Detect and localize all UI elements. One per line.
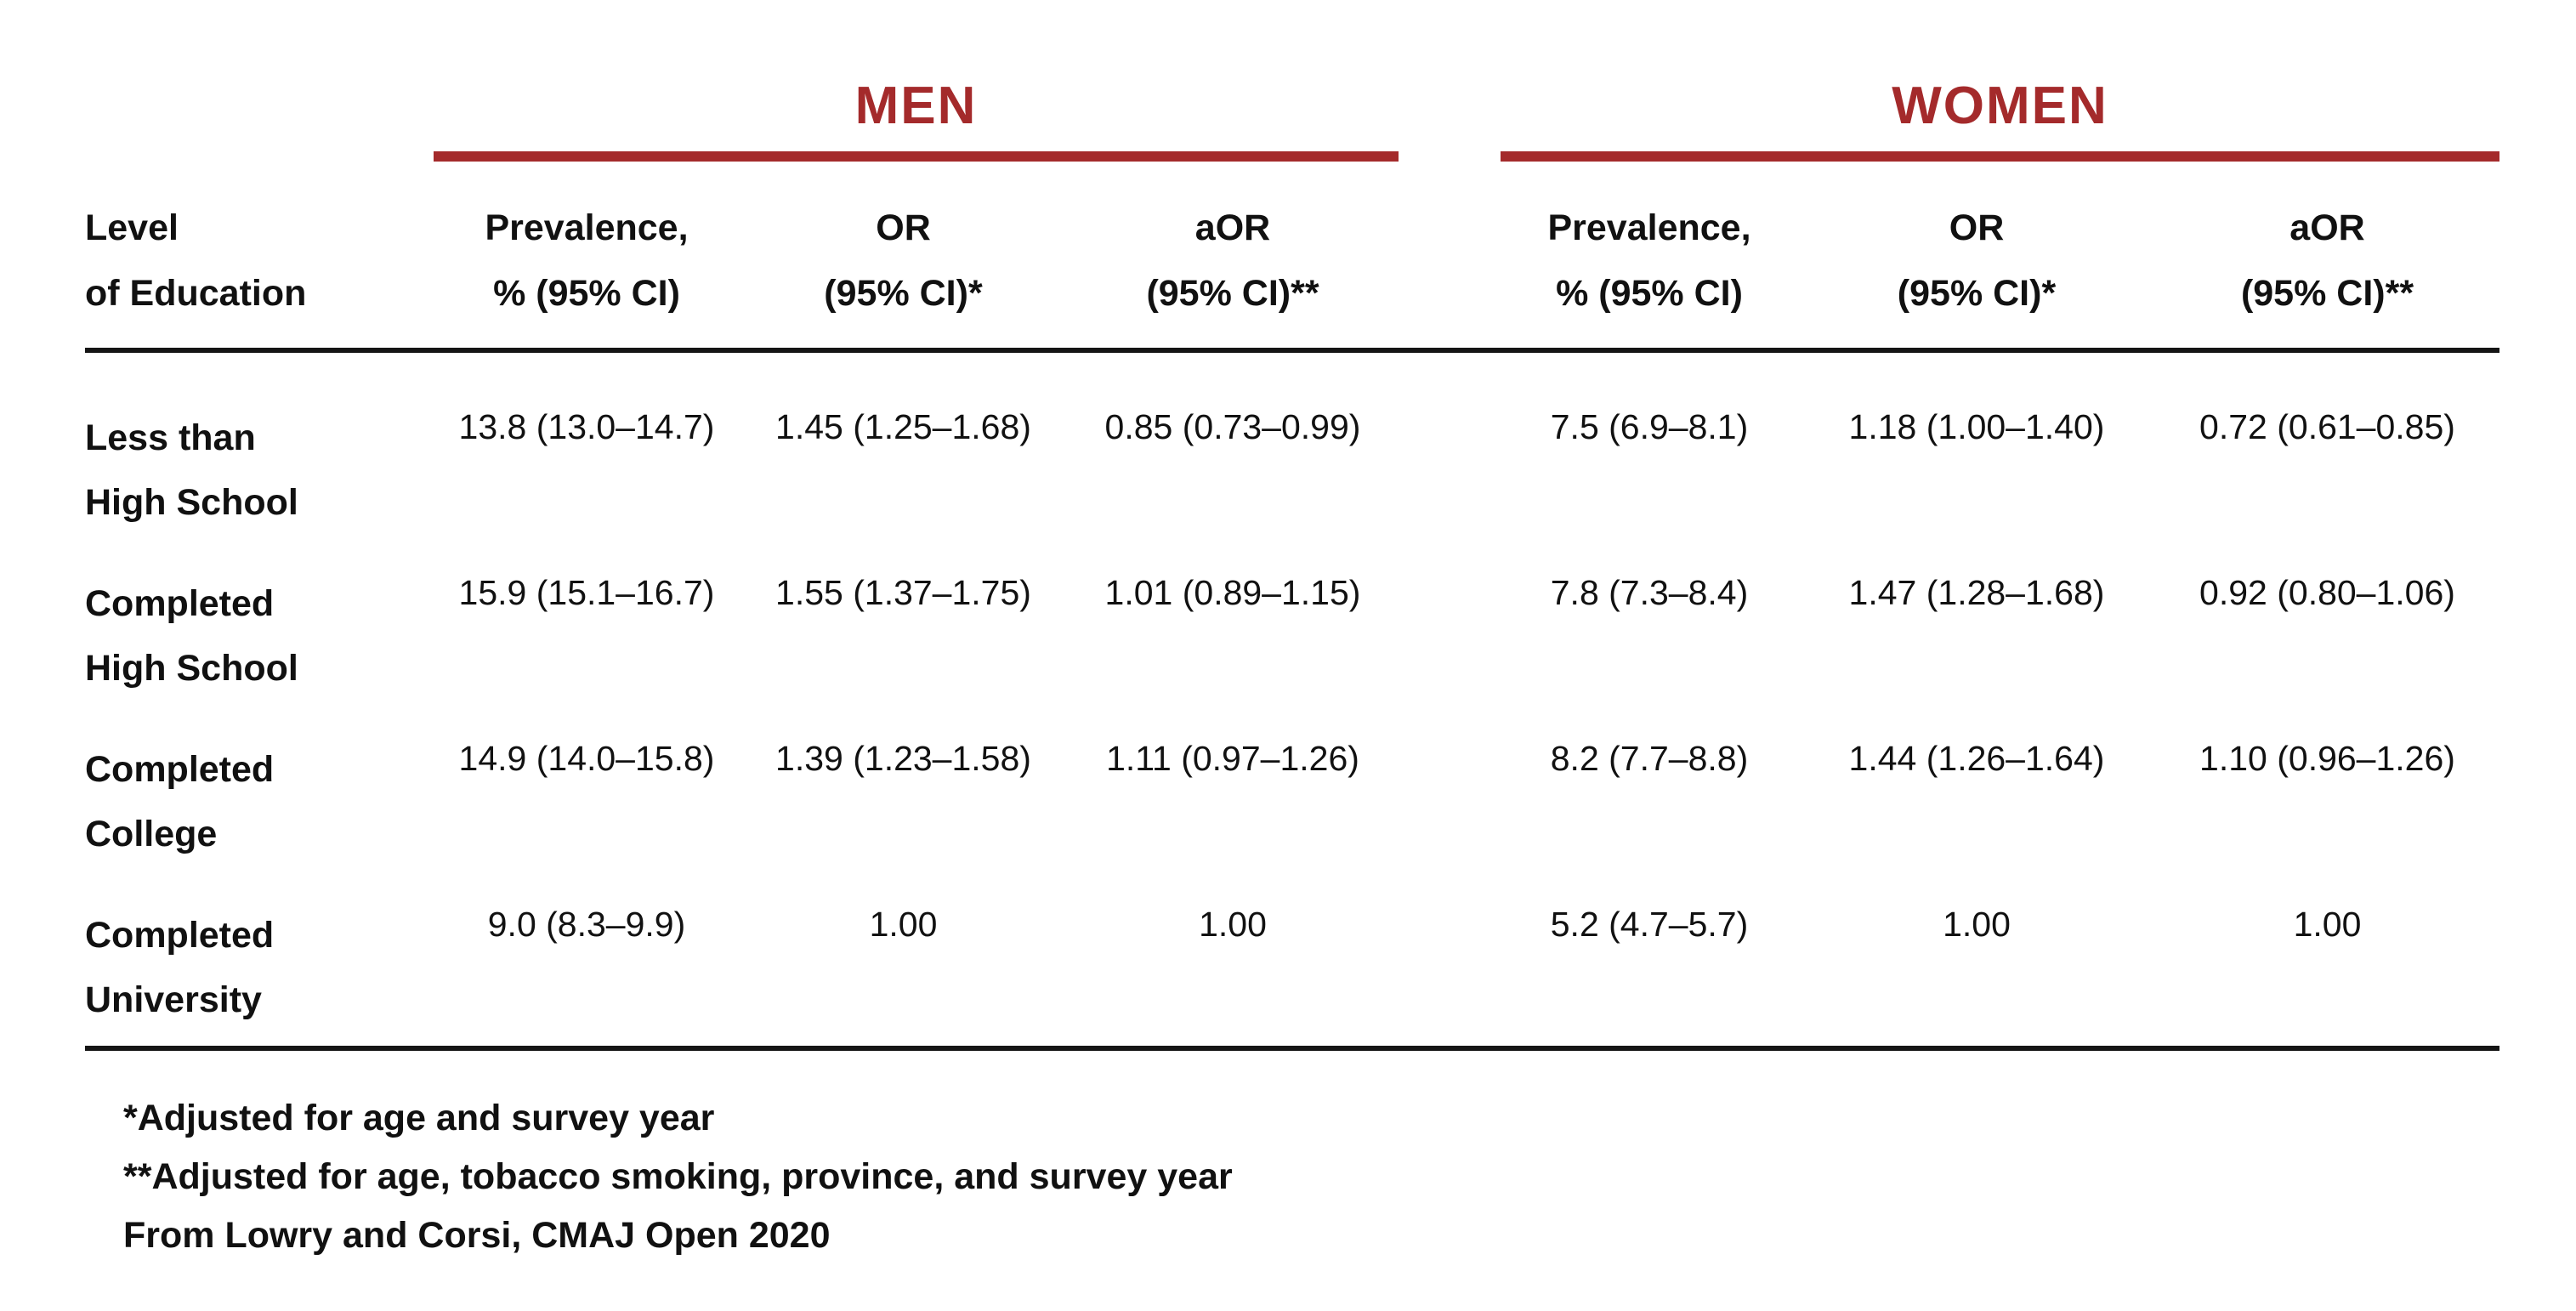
- cell-men-prevalence: 14.9 (14.0–15.8): [458, 739, 715, 778]
- cell-women-aor: 0.72 (0.61–0.85): [2199, 407, 2455, 446]
- table-row: Completed University 9.0 (8.3–9.9) 1.00 …: [85, 850, 2499, 1046]
- cell-men-prevalence: 13.8 (13.0–14.7): [458, 407, 715, 446]
- header-women-aor: aOR (95% CI)**: [2240, 207, 2414, 314]
- header-men-or: OR (95% CI)*: [824, 207, 983, 314]
- row-label-completed-college: Completed College: [85, 749, 275, 854]
- cell-men-or: 1.45 (1.25–1.68): [775, 407, 1031, 446]
- footnote-adjustment-2: **Adjusted for age, tobacco smoking, pro…: [123, 1156, 1233, 1197]
- footnote-source: From Lowry and Corsi, CMAJ Open 2020: [123, 1215, 831, 1256]
- cell-men-or: 1.00: [869, 905, 938, 944]
- group-header-women: WOMEN: [1501, 0, 2499, 162]
- cell-men-aor: 1.00: [1199, 905, 1267, 944]
- stub-header: Level of Education: [85, 196, 434, 326]
- header-men-prevalence: Prevalence, % (95% CI): [485, 207, 689, 314]
- cell-women-or: 1.47 (1.28–1.68): [1848, 573, 2105, 612]
- cell-men-aor: 1.01 (0.89–1.15): [1104, 573, 1361, 612]
- bottom-rule: [85, 1046, 2499, 1051]
- stub-header-line1: Level: [85, 207, 179, 248]
- cell-men-or: 1.55 (1.37–1.75): [775, 573, 1031, 612]
- footnote-adjustment-1: *Adjusted for age and survey year: [123, 1098, 715, 1138]
- group-header-row: MEN WOMEN: [85, 0, 2499, 162]
- cell-men-aor: 1.11 (0.97–1.26): [1106, 739, 1359, 778]
- group-label-women: WOMEN: [1892, 77, 2108, 135]
- table-row: Completed College 14.9 (14.0–15.8) 1.39 …: [85, 684, 2499, 854]
- stub-header-line2: of Education: [85, 273, 307, 314]
- table-row: Less than High School 13.8 (13.0–14.7) 1…: [85, 353, 2499, 523]
- cell-women-prevalence: 8.2 (7.7–8.8): [1550, 739, 1749, 778]
- cell-men-prevalence: 15.9 (15.1–16.7): [458, 573, 715, 612]
- education-cannabis-table: MEN WOMEN Level of Education Prevalence,…: [85, 0, 2499, 1265]
- cell-men-prevalence: 9.0 (8.3–9.9): [487, 905, 686, 944]
- cell-men-aor: 0.85 (0.73–0.99): [1104, 407, 1361, 446]
- cell-men-or: 1.39 (1.23–1.58): [775, 739, 1031, 778]
- cell-women-or: 1.44 (1.26–1.64): [1848, 739, 2105, 778]
- group-header-men: MEN: [434, 0, 1399, 162]
- cell-women-or: 1.00: [1943, 905, 2011, 944]
- table-row: Completed High School 15.9 (15.1–16.7) 1…: [85, 519, 2499, 689]
- cell-women-prevalence: 7.5 (6.9–8.1): [1550, 407, 1749, 446]
- header-women-or: OR (95% CI)*: [1897, 207, 2057, 314]
- cell-women-aor: 0.92 (0.80–1.06): [2199, 573, 2455, 612]
- footnotes: *Adjusted for age and survey year **Adju…: [85, 1089, 2499, 1265]
- cell-women-prevalence: 7.8 (7.3–8.4): [1550, 573, 1749, 612]
- column-header-row: Level of Education Prevalence, % (95% CI…: [85, 162, 2499, 353]
- row-label-completed-high-school: Completed High School: [85, 583, 298, 689]
- cell-women-aor: 1.10 (0.96–1.26): [2199, 739, 2455, 778]
- header-men-aor: aOR (95% CI)**: [1146, 207, 1319, 314]
- cell-women-aor: 1.00: [2293, 905, 2362, 944]
- group-label-men: MEN: [854, 77, 978, 135]
- cell-women-or: 1.18 (1.00–1.40): [1848, 407, 2105, 446]
- row-label-completed-university: Completed University: [85, 915, 275, 1020]
- header-women-prevalence: Prevalence, % (95% CI): [1547, 207, 1751, 314]
- cell-women-prevalence: 5.2 (4.7–5.7): [1550, 905, 1749, 944]
- row-label-less-than-high-school: Less than High School: [85, 417, 298, 523]
